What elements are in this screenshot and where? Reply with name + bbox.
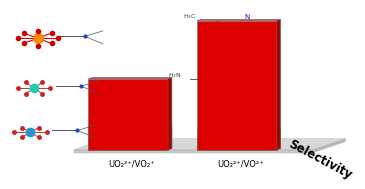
Text: $\rm OH$: $\rm OH$ — [228, 71, 239, 79]
Polygon shape — [197, 130, 277, 150]
Polygon shape — [277, 19, 281, 150]
Polygon shape — [74, 139, 346, 150]
Polygon shape — [277, 129, 281, 150]
Polygon shape — [88, 77, 172, 79]
Text: $\rm OH$: $\rm OH$ — [268, 19, 278, 28]
Text: $\rm CH_3$: $\rm CH_3$ — [212, 34, 226, 43]
Text: $\rm N$: $\rm N$ — [215, 19, 222, 28]
Text: $\rm H_2N$: $\rm H_2N$ — [168, 71, 182, 80]
Text: UO₂²⁺/VO²⁺: UO₂²⁺/VO²⁺ — [217, 160, 264, 169]
Polygon shape — [168, 125, 172, 150]
Text: UO₂²⁺/VO₂⁺: UO₂²⁺/VO₂⁺ — [108, 160, 155, 169]
Text: $\rm N$: $\rm N$ — [245, 12, 251, 21]
Polygon shape — [88, 79, 168, 150]
Polygon shape — [197, 129, 281, 130]
Text: $\rm N$: $\rm N$ — [201, 76, 207, 85]
Polygon shape — [197, 21, 277, 150]
Polygon shape — [88, 125, 172, 127]
Polygon shape — [313, 139, 346, 153]
Text: Selectivity: Selectivity — [286, 138, 354, 182]
Polygon shape — [88, 127, 168, 150]
Polygon shape — [197, 19, 281, 21]
Text: $\rm H_3C$: $\rm H_3C$ — [183, 12, 197, 21]
Polygon shape — [168, 77, 172, 150]
Polygon shape — [74, 150, 313, 153]
